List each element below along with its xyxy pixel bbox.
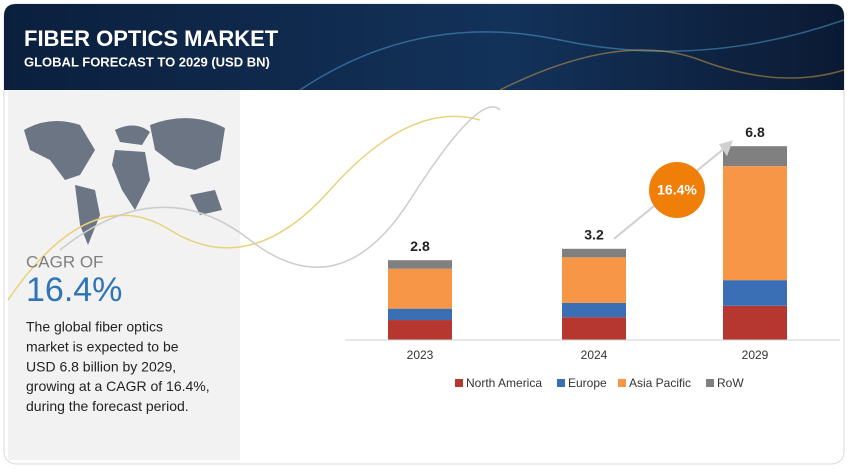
x-tick-label: 2024 xyxy=(581,348,608,362)
subtitle: GLOBAL FORECAST TO 2029 (USD BN) xyxy=(24,54,270,69)
cagr-label: CAGR OF xyxy=(26,252,103,271)
bar-segment xyxy=(562,302,626,318)
decor-line xyxy=(299,19,845,91)
legend-label: Asia Pacific xyxy=(629,376,691,390)
description-line: USD 6.8 billion by 2029, xyxy=(26,358,176,374)
legend-label: RoW xyxy=(717,376,744,390)
bar-segment xyxy=(723,280,787,306)
description-line: during the forecast period. xyxy=(26,398,189,414)
total-label: 3.2 xyxy=(584,227,604,243)
description-line: growing at a CAGR of 16.4%, xyxy=(26,378,210,394)
bar-segment xyxy=(723,146,787,167)
legend-swatch xyxy=(455,379,463,387)
legend-swatch xyxy=(618,379,626,387)
decor-line xyxy=(499,49,845,91)
cagr-badge xyxy=(649,162,705,218)
header-bg xyxy=(4,4,844,90)
arrow-head xyxy=(719,140,733,157)
bar-segment xyxy=(562,317,626,340)
bar-segment xyxy=(562,257,626,303)
x-tick-label: 2029 xyxy=(742,348,769,362)
description-line: The global fiber optics xyxy=(26,319,163,335)
bar-segment xyxy=(388,320,452,340)
legend-swatch xyxy=(706,379,714,387)
total-label: 2.8 xyxy=(410,238,430,254)
bar-segment xyxy=(388,268,452,309)
title: FIBER OPTICS MARKET xyxy=(24,26,279,51)
cagr-value: 16.4% xyxy=(26,271,122,309)
bar-segment xyxy=(562,248,626,258)
bar-segment xyxy=(723,166,787,281)
legend-label: North America xyxy=(466,376,542,390)
legend-label: Europe xyxy=(568,376,607,390)
description-line: market is expected to be xyxy=(26,339,179,355)
x-tick-label: 2023 xyxy=(407,348,434,362)
decor-line xyxy=(59,106,501,268)
bar-segment xyxy=(723,305,787,340)
world-map xyxy=(24,118,225,245)
total-label: 6.8 xyxy=(745,124,765,140)
bar-segment xyxy=(388,260,452,269)
legend-swatch xyxy=(557,379,565,387)
bar-segment xyxy=(388,308,452,321)
decor-line xyxy=(7,115,481,301)
cagr-badge-text: 16.4% xyxy=(657,182,697,198)
description: The global fiber optics market is expecte… xyxy=(26,319,210,414)
